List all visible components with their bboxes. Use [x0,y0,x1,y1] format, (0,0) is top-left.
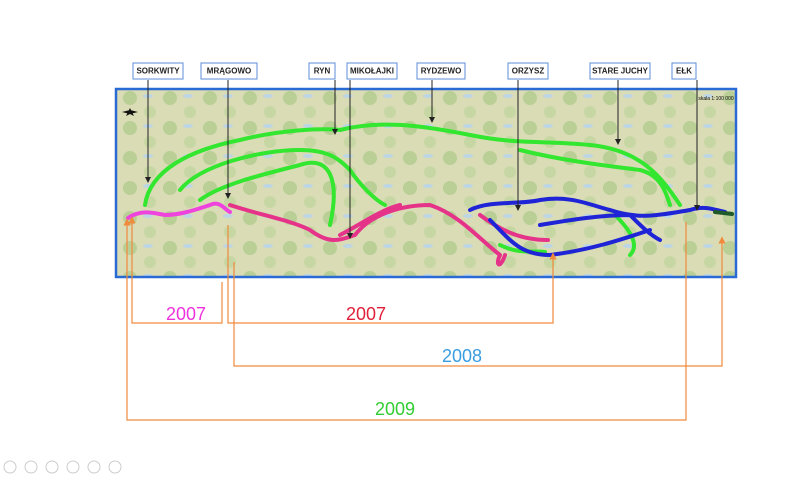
next-button[interactable] [24,460,38,474]
pen-button[interactable] [45,460,59,474]
more-button[interactable] [108,460,122,474]
town-label: ORZYSZ [512,67,545,76]
town-box [132,62,184,80]
town-box [507,62,549,80]
zoom-button[interactable] [87,460,101,474]
period-label: 2007 [346,304,386,324]
map-scale: skala 1:100 000 [698,96,734,102]
town-box [346,62,398,80]
town-box [589,62,651,80]
slideshow-controls [3,460,122,474]
period-label: 2008 [442,346,482,366]
routes [126,122,734,267]
prev-button[interactable] [3,460,17,474]
town-label: STARE JUCHY [592,67,649,76]
period-label: 2009 [375,399,415,419]
town-label: RYN [314,67,331,76]
map-frame [114,87,738,279]
town-label: MRĄGOWO [207,67,251,76]
town-box [200,62,258,80]
slides-button[interactable] [66,460,80,474]
town-label: RYDZEWO [421,67,462,76]
town-box [308,62,336,80]
map: skala 1:100 000 [114,87,738,279]
town-box [671,62,697,80]
period-brackets [123,216,726,421]
town-box [416,62,466,80]
compass [122,108,138,116]
town-labels: SORKWITY MRĄGOWO RYN MIKOŁAJKI RYDZEWO ORZYSZ… [132,62,700,239]
period-label: 2007 [166,304,206,324]
town-label: SORKWITY [136,67,180,76]
town-label: MIKOŁAJKI [350,67,394,76]
town-label: EŁK [676,67,692,76]
